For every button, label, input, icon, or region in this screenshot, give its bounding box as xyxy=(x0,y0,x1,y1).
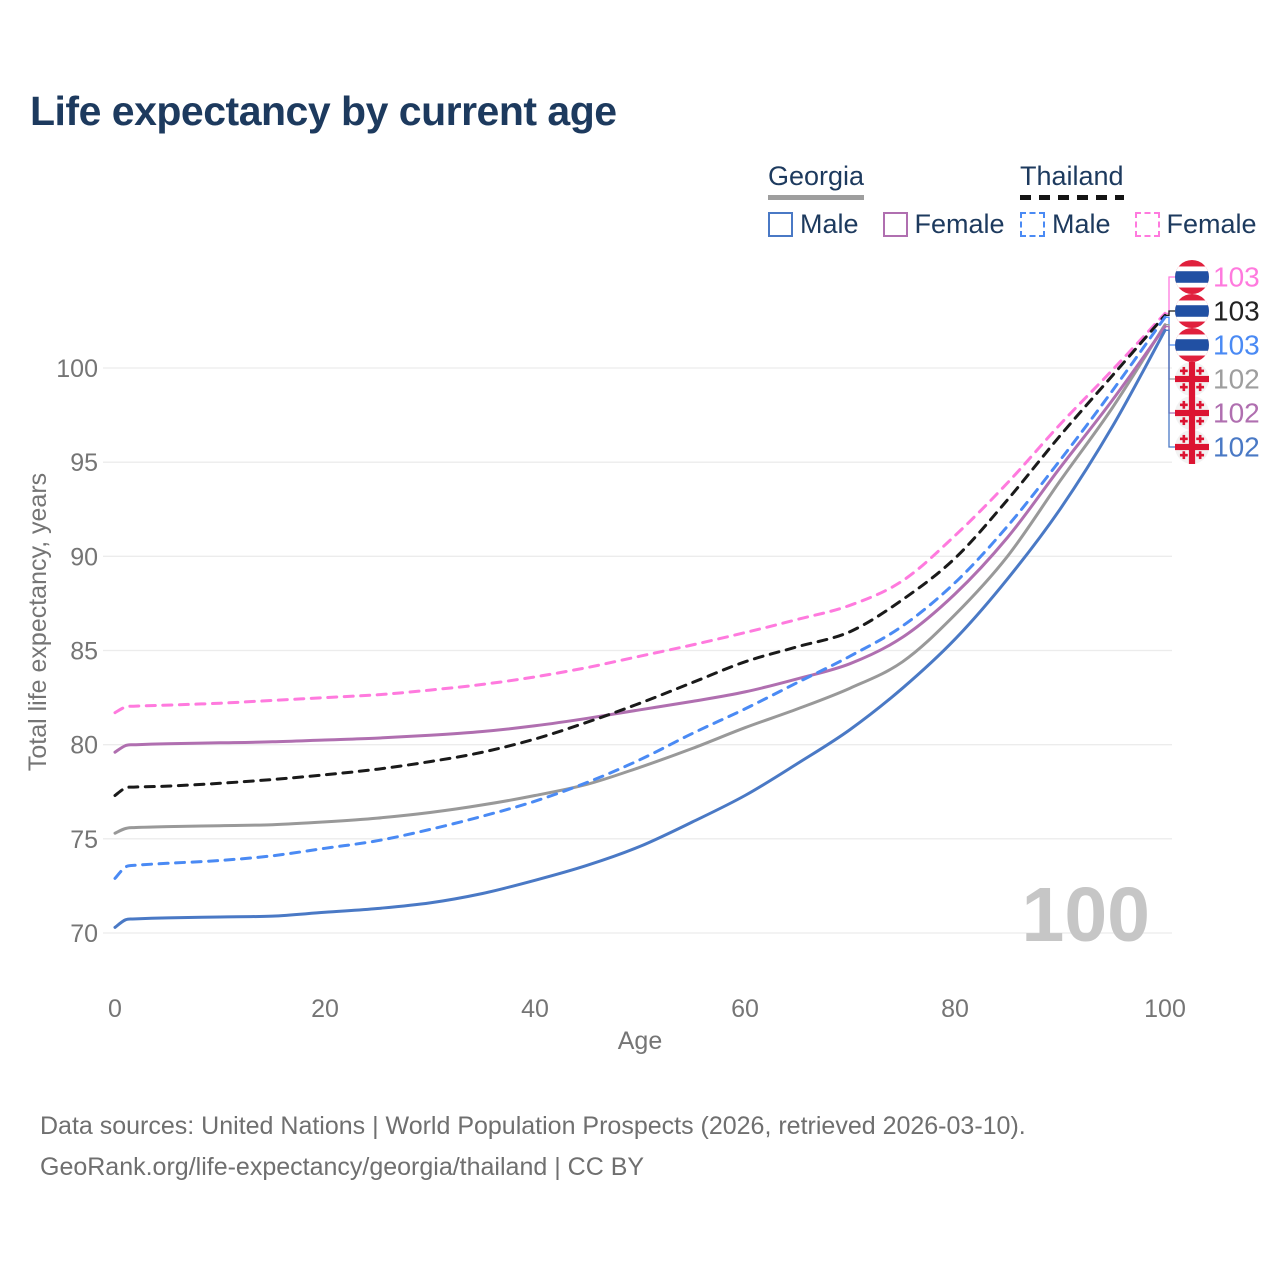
x-tick-label: 40 xyxy=(521,995,549,1023)
label-leader-line xyxy=(1165,329,1175,448)
x-tick-label: 100 xyxy=(1144,995,1186,1023)
label-leader-line xyxy=(1165,310,1175,316)
legend-item-georgia-male[interactable]: Male xyxy=(768,209,859,240)
thailand-flag-icon xyxy=(1175,294,1209,328)
end-value-label-georgia-both-sexes: 102 xyxy=(1213,364,1260,395)
legend-item-georgia-female[interactable]: Female xyxy=(882,209,1005,240)
label-leader-line xyxy=(1165,324,1175,380)
legend-group-thailand: Thailand Male Female xyxy=(1020,161,1257,240)
footer-url: GeoRank.org/life-expectancy/georgia/thai… xyxy=(40,1153,645,1181)
series-line-thailand-male[interactable] xyxy=(113,315,1167,880)
georgia-flag-icon xyxy=(1175,430,1209,464)
legend-label-georgia-male: Male xyxy=(800,209,859,239)
x-tick-label: 20 xyxy=(311,995,339,1023)
legend-label-georgia-female: Female xyxy=(914,209,1005,239)
legend-group-georgia: Georgia Male Female xyxy=(768,161,1005,240)
thailand-flag-icon xyxy=(1175,328,1209,362)
y-tick-label: 95 xyxy=(70,449,98,477)
legend-item-thailand-male[interactable]: Male xyxy=(1020,209,1111,240)
thailand-flag-icon xyxy=(1175,260,1209,294)
x-tick-label: 80 xyxy=(941,995,969,1023)
series-line-thailand-both-sexes[interactable] xyxy=(113,313,1167,797)
x-tick-label: 0 xyxy=(108,995,122,1023)
end-value-label-thailand-female: 103 xyxy=(1213,262,1260,293)
series-line-georgia-male[interactable] xyxy=(113,328,1167,929)
label-leader-line xyxy=(1165,316,1175,346)
legend-underline-georgia xyxy=(768,195,865,200)
legend-checkbox-thailand-male[interactable] xyxy=(1020,212,1045,237)
end-value-label-georgia-female: 102 xyxy=(1213,398,1260,429)
series-line-georgia-female[interactable] xyxy=(113,325,1167,754)
y-tick-label: 75 xyxy=(70,826,98,854)
legend-country-thailand-label: Thailand xyxy=(1020,161,1124,191)
legend-country-thailand: Thailand xyxy=(1020,161,1124,200)
label-leader-line xyxy=(1165,325,1175,414)
legend-underline-thailand xyxy=(1020,195,1124,200)
footer-data-sources: Data sources: United Nations | World Pop… xyxy=(40,1112,1026,1140)
end-value-label-georgia-male: 102 xyxy=(1213,432,1260,463)
page-title: Life expectancy by current age xyxy=(30,88,617,134)
legend-label-thailand-female: Female xyxy=(1166,209,1257,239)
legend-items-thailand: Male Female xyxy=(1020,209,1257,240)
x-axis-title: Age xyxy=(618,1027,662,1055)
footer: Data sources: United Nations | World Pop… xyxy=(40,1106,1026,1188)
y-tick-label: 85 xyxy=(70,638,98,666)
legend-label-thailand-male: Male xyxy=(1052,209,1111,239)
y-tick-label: 70 xyxy=(70,920,98,948)
legend-checkbox-georgia-female[interactable] xyxy=(882,212,908,237)
end-value-label-thailand-male: 103 xyxy=(1213,330,1260,361)
legend-items-georgia: Male Female xyxy=(768,209,1005,240)
age-counter-watermark: 100 xyxy=(1022,872,1150,958)
legend-country-georgia-label: Georgia xyxy=(768,161,865,191)
legend-item-thailand-female[interactable]: Female xyxy=(1134,209,1257,240)
x-tick-label: 60 xyxy=(731,995,759,1023)
end-value-label-thailand-both-sexes: 103 xyxy=(1213,296,1260,327)
legend-checkbox-georgia-male[interactable] xyxy=(768,212,793,237)
y-tick-label: 100 xyxy=(56,355,98,383)
legend-checkbox-thailand-female[interactable] xyxy=(1134,212,1160,237)
series-line-georgia-both-sexes[interactable] xyxy=(113,323,1167,835)
legend-country-georgia: Georgia xyxy=(768,161,865,200)
georgia-flag-icon xyxy=(1175,396,1209,430)
y-tick-label: 90 xyxy=(70,543,98,571)
georgia-flag-icon xyxy=(1175,362,1209,396)
y-tick-label: 80 xyxy=(70,732,98,760)
series-line-thailand-female[interactable] xyxy=(113,311,1167,715)
label-leader-line xyxy=(1165,276,1175,315)
y-axis-title: Total life expectancy, years xyxy=(24,473,52,771)
